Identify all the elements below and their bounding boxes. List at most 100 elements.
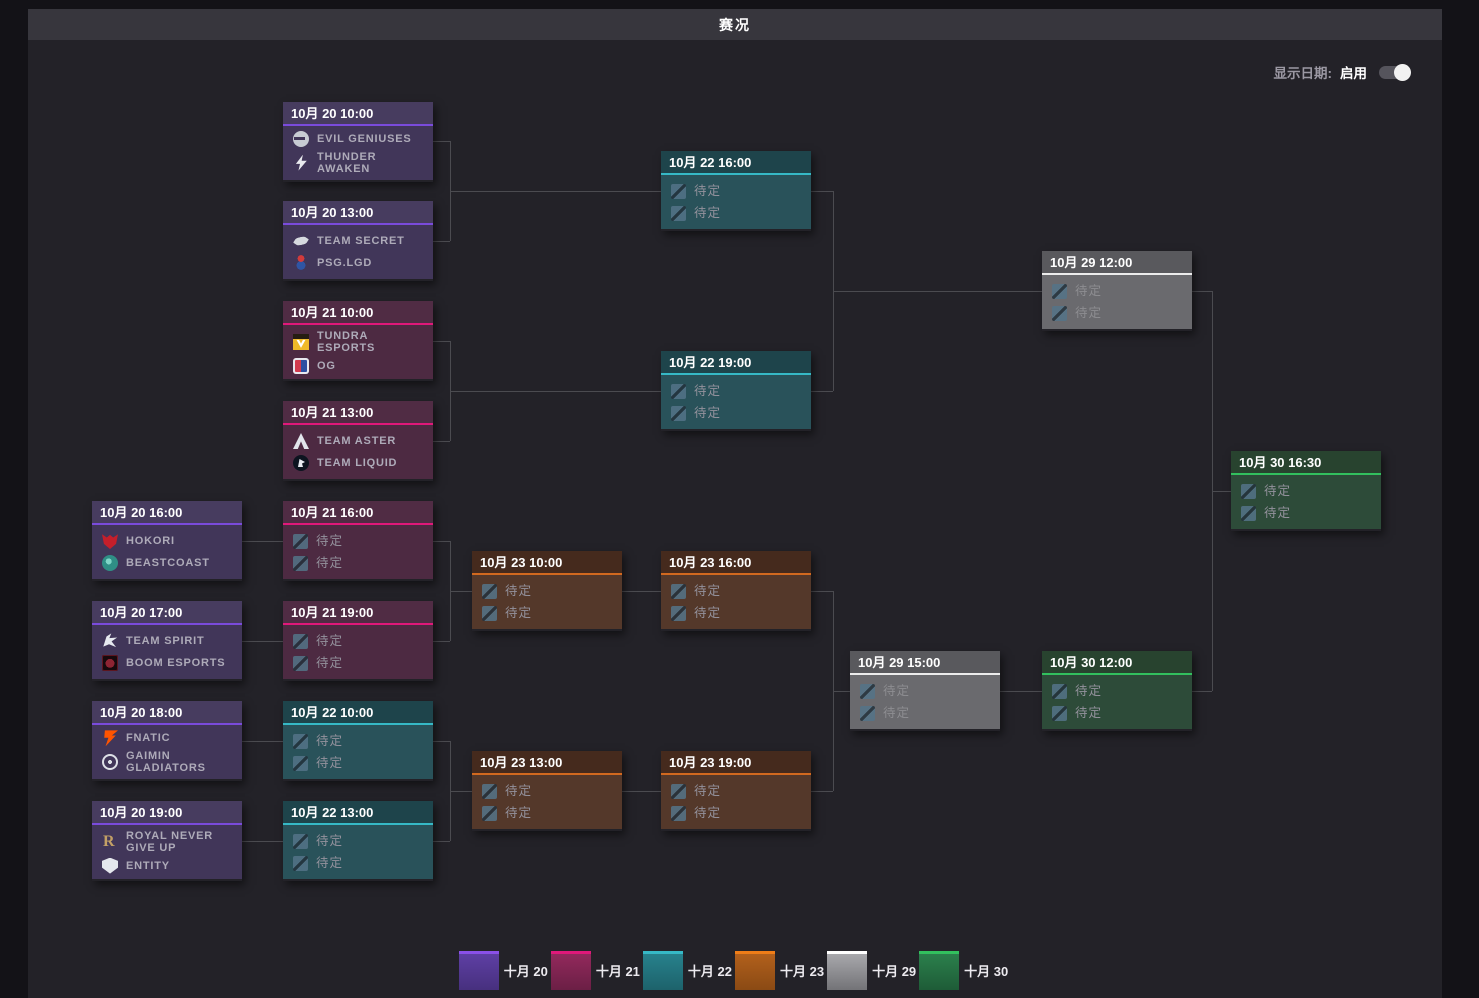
match-box[interactable]: 10月 20 19:00 ROYAL NEVER GIVE UP ENTITY	[92, 801, 242, 881]
team-slot: GAIMIN GLADIATORS	[102, 750, 238, 774]
tbd-slot: 待定	[482, 805, 618, 821]
team-name: PSG.LGD	[317, 257, 373, 269]
match-box[interactable]: 10月 30 16:30 待定 待定	[1231, 451, 1381, 531]
team-name: HOKORI	[126, 535, 175, 547]
match-box[interactable]: 10月 23 13:00 待定 待定	[472, 751, 622, 831]
match-box[interactable]: 10月 22 16:00 待定 待定	[661, 151, 811, 231]
tbd-slot: 待定	[1052, 705, 1188, 721]
tbd-slot: 待定	[293, 733, 429, 749]
tbd-label: 待定	[694, 406, 722, 420]
team-name: THUNDER AWAKEN	[317, 150, 377, 175]
psg-lgd-logo	[293, 255, 309, 271]
legend-label: 十月 23	[780, 964, 825, 979]
tbd-team-placeholder-icon	[482, 583, 497, 599]
match-box[interactable]: 10月 30 12:00 待定 待定	[1042, 651, 1192, 731]
tbd-slot: 待定	[482, 783, 618, 799]
team-slot: EVIL GENIUSES	[293, 131, 429, 148]
team-name: GAIMIN GLADIATORS	[126, 749, 206, 774]
tbd-slot: 待定	[1052, 305, 1188, 321]
team-secret-logo	[293, 233, 309, 249]
tbd-slot: 待定	[671, 605, 807, 621]
bracket-connector	[622, 791, 661, 792]
tbd-slot: 待定	[293, 555, 429, 571]
team-slot: TEAM SECRET	[293, 233, 429, 249]
match-box[interactable]: 10月 21 10:00 TUNDRA ESPORTS OG	[283, 301, 433, 381]
show-dates-control: 显示日期: 启用	[1274, 62, 1411, 82]
tbd-label: 待定	[1075, 684, 1103, 698]
tbd-team-placeholder-icon	[482, 783, 497, 799]
tundra-esports-logo	[293, 334, 309, 351]
match-time: 10月 21 16:00	[283, 501, 433, 525]
legend-label: 十月 30	[964, 964, 1009, 979]
legend-item: 十月 29	[827, 951, 919, 990]
bracket-connector	[833, 291, 1042, 292]
tbd-slot: 待定	[671, 205, 807, 221]
match-box[interactable]: 10月 23 10:00 待定 待定	[472, 551, 622, 631]
team-slot: HOKORI	[102, 533, 238, 549]
bracket-connector	[241, 741, 283, 742]
tbd-label: 待定	[505, 606, 533, 620]
team-name: BOOM ESPORTS	[126, 657, 226, 669]
bracket-connector	[241, 841, 283, 842]
evil-geniuses-logo	[293, 131, 309, 148]
bracket-connector	[432, 741, 450, 742]
tbd-team-placeholder-icon	[671, 183, 686, 199]
match-time: 10月 22 10:00	[283, 701, 433, 725]
tbd-label: 待定	[505, 806, 533, 820]
match-box[interactable]: 10月 22 13:00 待定 待定	[283, 801, 433, 881]
match-time: 10月 21 10:00	[283, 301, 433, 325]
match-box[interactable]: 10月 20 17:00 TEAM SPIRIT BOOM ESPORTS	[92, 601, 242, 681]
tbd-team-placeholder-icon	[293, 733, 308, 749]
bracket-connector	[450, 791, 472, 792]
tbd-slot: 待定	[1052, 283, 1188, 299]
match-time: 10月 20 16:00	[92, 501, 242, 525]
match-box[interactable]: 10月 21 13:00 TEAM ASTER TEAM LIQUID	[283, 401, 433, 481]
match-time: 10月 23 13:00	[472, 751, 622, 775]
tbd-slot: 待定	[671, 583, 807, 599]
match-box[interactable]: 10月 21 16:00 待定 待定	[283, 501, 433, 581]
team-slot: TEAM LIQUID	[293, 455, 429, 471]
legend-item: 十月 22	[642, 951, 735, 990]
match-time: 10月 20 18:00	[92, 701, 242, 725]
match-box[interactable]: 10月 21 19:00 待定 待定	[283, 601, 433, 681]
team-name: EVIL GENIUSES	[317, 133, 412, 146]
match-box[interactable]: 10月 20 10:00 EVIL GENIUSES THUNDER AWAKE…	[283, 102, 433, 182]
match-box[interactable]: 10月 20 16:00 HOKORI BEASTCOAST	[92, 501, 242, 581]
match-box[interactable]: 10月 23 16:00 待定 待定	[661, 551, 811, 631]
match-box[interactable]: 10月 23 19:00 待定 待定	[661, 751, 811, 831]
tbd-label: 待定	[316, 656, 344, 670]
bracket-connector	[432, 641, 450, 642]
team-slot: TEAM SPIRIT	[102, 633, 238, 649]
tbd-team-placeholder-icon	[671, 605, 686, 621]
tbd-team-placeholder-icon	[293, 555, 308, 571]
bracket-connector	[432, 141, 450, 142]
tbd-team-placeholder-icon	[671, 805, 686, 821]
bracket-connector	[432, 341, 450, 342]
fnatic-logo	[104, 730, 118, 747]
team-slot: OG	[293, 357, 429, 374]
match-box[interactable]: 10月 29 15:00 待定 待定	[850, 651, 1000, 731]
legend-swatch-oct20	[458, 951, 499, 990]
tbd-label: 待定	[316, 534, 344, 548]
tbd-team-placeholder-icon	[671, 405, 686, 421]
bracket-connector	[811, 191, 833, 192]
match-box[interactable]: 10月 29 12:00 待定 待定	[1042, 251, 1192, 331]
tbd-slot: 待定	[671, 183, 807, 199]
match-box[interactable]: 10月 20 18:00 FNATIC GAIMIN GLADIATORS	[92, 701, 242, 781]
tbd-slot: 待定	[671, 783, 807, 799]
match-box[interactable]: 10月 22 10:00 待定 待定	[283, 701, 433, 781]
bracket-connector	[450, 391, 661, 392]
bracket-connector	[811, 391, 833, 392]
match-time: 10月 22 16:00	[661, 151, 811, 175]
tbd-slot: 待定	[293, 833, 429, 849]
tbd-team-placeholder-icon	[1052, 683, 1067, 699]
tbd-label: 待定	[694, 606, 722, 620]
royal-never-give-up-logo	[102, 833, 118, 851]
show-dates-toggle[interactable]	[1379, 63, 1411, 81]
match-box[interactable]: 10月 22 19:00 待定 待定	[661, 351, 811, 431]
tbd-team-placeholder-icon	[860, 705, 875, 721]
legend-item: 十月 21	[550, 951, 643, 990]
match-box[interactable]: 10月 20 13:00 TEAM SECRET PSG.LGD	[283, 201, 433, 281]
tbd-slot: 待定	[860, 683, 996, 699]
